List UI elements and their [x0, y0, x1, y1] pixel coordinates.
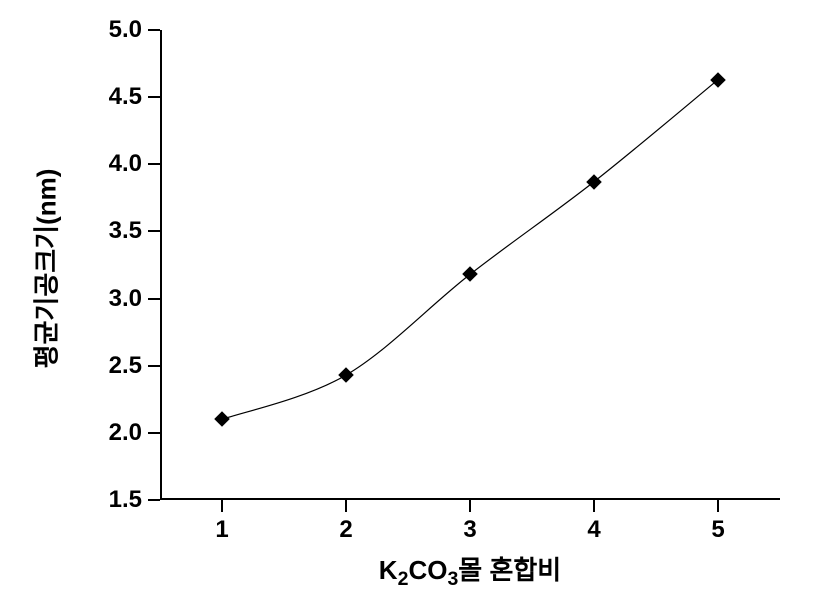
x-tick-mark: [593, 500, 595, 512]
y-tick-mark: [148, 96, 160, 98]
y-tick-mark: [148, 298, 160, 300]
y-tick-mark: [148, 163, 160, 165]
x-tick-mark: [717, 500, 719, 512]
y-tick-label: 4.0: [109, 150, 142, 178]
x-tick-mark: [469, 500, 471, 512]
y-tick-mark: [148, 365, 160, 367]
y-tick-label: 2.0: [109, 419, 142, 447]
y-tick-label: 1.5: [109, 486, 142, 514]
x-tick-label: 1: [202, 516, 242, 544]
x-tick-label: 5: [698, 516, 738, 544]
y-tick-mark: [148, 29, 160, 31]
x-tick-label: 3: [450, 516, 490, 544]
chart-container: 평균기공크기(nm) K2CO3몰 혼합비 1.52.02.53.03.54.0…: [10, 10, 816, 598]
y-tick-label: 2.5: [109, 352, 142, 380]
y-tick-mark: [148, 230, 160, 232]
y-tick-mark: [148, 432, 160, 434]
x-tick-label: 2: [326, 516, 366, 544]
y-tick-mark: [148, 499, 160, 501]
y-tick-label: 3.0: [109, 285, 142, 313]
y-tick-label: 4.5: [109, 83, 142, 111]
x-tick-mark: [345, 500, 347, 512]
y-tick-label: 3.5: [109, 217, 142, 245]
x-tick-label: 4: [574, 516, 614, 544]
y-tick-label: 5.0: [109, 16, 142, 44]
data-line: [222, 80, 718, 420]
x-tick-mark: [221, 500, 223, 512]
